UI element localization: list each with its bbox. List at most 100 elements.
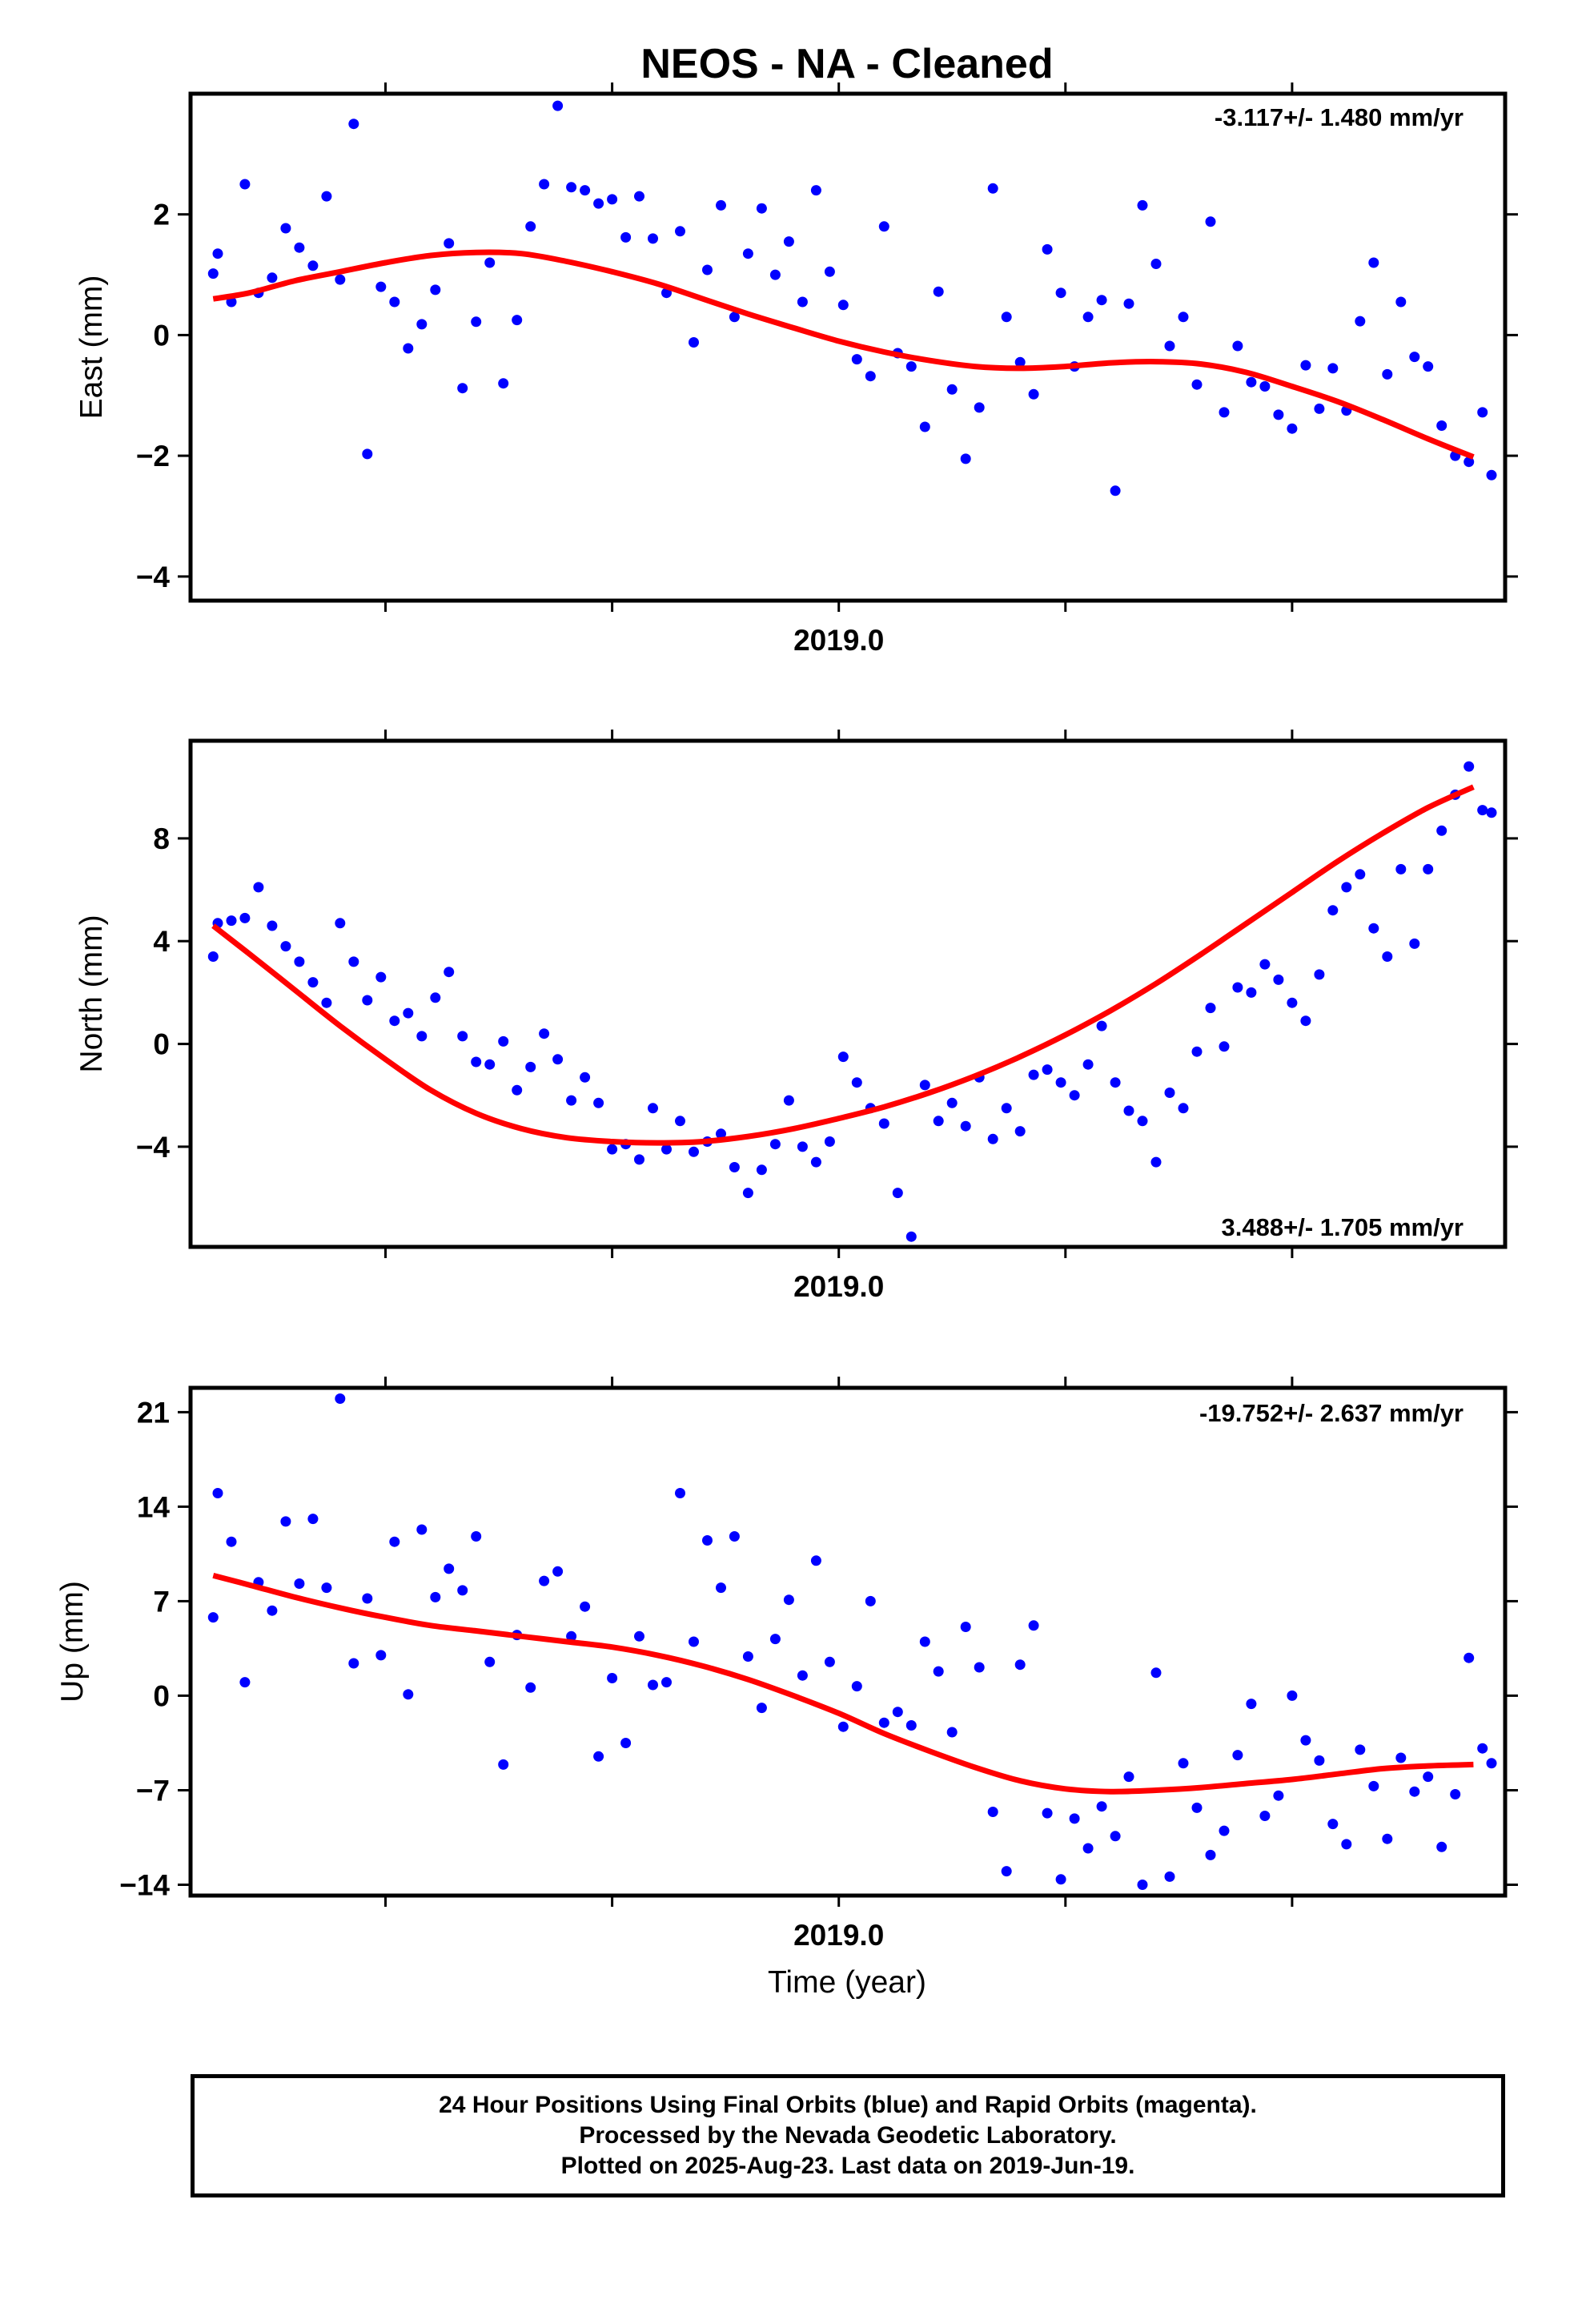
up-data-point bbox=[1042, 1807, 1053, 1819]
up-data-point bbox=[1178, 1758, 1189, 1769]
east-data-point bbox=[946, 384, 958, 395]
north-y-tick-label: 8 bbox=[153, 822, 170, 855]
east-data-point bbox=[416, 319, 428, 330]
east-data-point bbox=[212, 248, 223, 259]
north-data-point bbox=[742, 1188, 753, 1199]
east-data-point bbox=[648, 233, 658, 244]
up-data-point bbox=[566, 1630, 577, 1642]
north-data-point bbox=[321, 997, 332, 1008]
up-data-point bbox=[783, 1594, 794, 1606]
east-data-point bbox=[280, 223, 291, 234]
north-data-point bbox=[1150, 1156, 1162, 1168]
east-data-point bbox=[1246, 376, 1257, 388]
east-data-point bbox=[1082, 312, 1094, 323]
north-data-point bbox=[1219, 1041, 1230, 1052]
up-data-point bbox=[974, 1662, 985, 1673]
north-data-point bbox=[756, 1164, 767, 1176]
up-data-point bbox=[851, 1681, 862, 1692]
east-y-tick-label: −2 bbox=[136, 440, 170, 472]
north-data-point bbox=[335, 918, 346, 929]
north-data-point bbox=[878, 1118, 889, 1129]
up-data-point bbox=[1259, 1811, 1271, 1821]
up-data-point bbox=[593, 1751, 604, 1762]
east-y-tick-label: −4 bbox=[136, 561, 171, 593]
east-data-point bbox=[580, 185, 591, 196]
east-data-point bbox=[1382, 368, 1393, 380]
east-data-point bbox=[1287, 423, 1298, 434]
north-data-point bbox=[607, 1144, 618, 1155]
north-data-point bbox=[1341, 882, 1352, 893]
up-data-point bbox=[362, 1593, 373, 1604]
east-data-point bbox=[552, 100, 564, 111]
up-data-point bbox=[689, 1636, 699, 1647]
north-data-point bbox=[1123, 1105, 1134, 1116]
up-data-point bbox=[797, 1670, 808, 1681]
east-data-point bbox=[512, 315, 523, 326]
up-x-tick-label: 2019.0 bbox=[793, 1919, 884, 1952]
east-data-point bbox=[742, 248, 753, 259]
up-rate-label: -19.752+/- 2.637 mm/yr bbox=[1199, 1399, 1464, 1427]
north-data-point bbox=[1191, 1046, 1203, 1057]
north-data-point bbox=[1314, 969, 1325, 980]
north-data-point bbox=[1110, 1077, 1121, 1088]
up-data-point bbox=[960, 1622, 971, 1632]
up-data-point bbox=[403, 1689, 414, 1700]
east-data-point bbox=[1477, 407, 1488, 418]
north-data-point bbox=[1423, 863, 1434, 875]
north-y-tick-label: 4 bbox=[153, 925, 170, 958]
up-data-point bbox=[416, 1524, 428, 1535]
up-data-point bbox=[484, 1656, 496, 1667]
east-data-point bbox=[1123, 298, 1134, 309]
north-data-point bbox=[892, 1188, 903, 1199]
up-data-point bbox=[1205, 1849, 1216, 1860]
up-data-point bbox=[919, 1636, 930, 1647]
north-trend-line bbox=[211, 784, 1475, 1146]
north-data-point bbox=[389, 1015, 400, 1027]
up-data-point bbox=[1314, 1755, 1325, 1766]
east-data-point bbox=[498, 378, 509, 389]
north-rate-label: 3.488+/- 1.705 mm/yr bbox=[1222, 1213, 1464, 1241]
north-data-point bbox=[1246, 987, 1257, 998]
north-data-point bbox=[207, 951, 219, 962]
north-y-axis-label: North (mm) bbox=[74, 915, 109, 1072]
east-data-point bbox=[348, 119, 359, 130]
east-data-point bbox=[1178, 312, 1189, 323]
x-axis-title: Time (year) bbox=[768, 1965, 926, 2000]
up-data-point bbox=[1409, 1786, 1420, 1797]
north-data-point bbox=[552, 1054, 564, 1065]
north-data-point bbox=[1028, 1069, 1039, 1080]
north-data-point bbox=[457, 1031, 468, 1042]
east-data-point bbox=[1327, 363, 1339, 374]
up-data-point bbox=[1150, 1667, 1162, 1679]
north-data-point bbox=[1355, 869, 1366, 880]
up-data-point bbox=[525, 1682, 536, 1693]
east-y-tick-label: 0 bbox=[153, 319, 170, 352]
up-data-point bbox=[280, 1516, 291, 1527]
up-data-point bbox=[389, 1536, 400, 1547]
up-data-point bbox=[1219, 1825, 1230, 1836]
north-data-point bbox=[689, 1146, 699, 1157]
north-data-point bbox=[403, 1007, 414, 1019]
east-data-point bbox=[1150, 259, 1162, 269]
up-data-point bbox=[1395, 1752, 1407, 1763]
east-data-point bbox=[1395, 296, 1407, 308]
up-y-axis-label: Up (mm) bbox=[55, 1581, 90, 1703]
up-data-point bbox=[648, 1679, 658, 1691]
east-rate-label: -3.117+/- 1.480 mm/yr bbox=[1215, 103, 1464, 131]
up-data-point bbox=[1069, 1813, 1080, 1824]
east-data-point bbox=[1423, 361, 1434, 372]
north-data-point bbox=[267, 920, 278, 931]
north-data-point bbox=[444, 967, 455, 978]
up-data-point bbox=[987, 1807, 998, 1817]
east-data-point bbox=[933, 286, 944, 297]
north-data-point bbox=[280, 941, 291, 952]
up-data-point bbox=[675, 1488, 685, 1498]
north-data-point bbox=[1082, 1059, 1094, 1070]
up-data-point bbox=[307, 1514, 319, 1525]
east-data-point bbox=[1486, 469, 1497, 480]
east-data-point bbox=[239, 179, 251, 190]
up-data-point bbox=[226, 1536, 237, 1547]
east-data-point bbox=[321, 191, 332, 202]
north-data-point bbox=[1205, 1003, 1216, 1014]
